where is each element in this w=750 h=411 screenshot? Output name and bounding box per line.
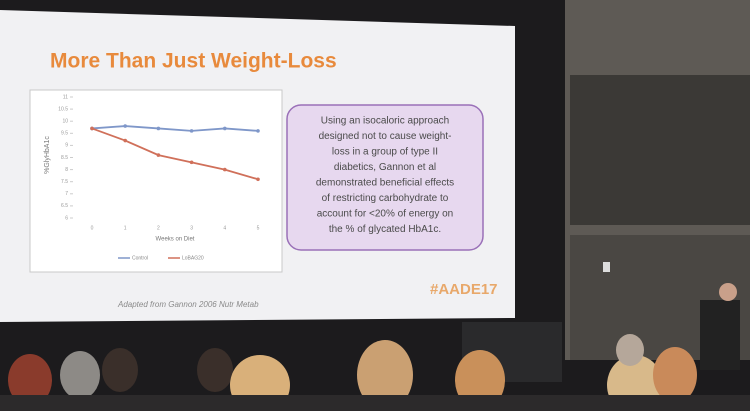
y-tick-label: 10.5 [58,106,68,112]
y-tick-label: 10 [62,119,68,125]
point [90,126,94,131]
text-box-content: Using an isocaloric approach designed not… [316,116,454,236]
x-tick-label: 2 [157,225,160,231]
chart: 6 6.5 7 7.5 8 8.5 9 9.5 10 10.5 11 0 1 2 3 4 5 %GlyHbA1c W… [44,94,260,261]
text-line: of restricting carbohydrate to [322,193,449,204]
y-axis-label: %GlyHbA1c [44,136,51,174]
text-box [286,104,484,251]
x-tick-label: 4 [223,225,226,231]
point [156,126,161,131]
point [156,153,161,157]
x-tick-label: 0 [91,225,94,231]
outlet [603,262,610,272]
text-line: diabetics, Gannon et al [334,162,436,173]
point [189,129,194,133]
text-line: demonstrated beneficial effects [316,178,454,189]
hashtag: #AADE17 [430,281,498,298]
speaker-head [719,283,737,301]
y-tick-label: 11 [63,94,68,100]
speaker [700,300,740,370]
point [189,160,194,165]
y-tick-label: 6 [65,215,68,221]
point [256,177,260,182]
text-line: loss in a group of type II [332,147,438,158]
point [123,124,127,128]
audience [0,334,750,411]
series-line [91,125,259,132]
y-tick-label: 9 [65,143,68,149]
text-line: account for <20% of energy on [317,209,453,220]
x-tick-label: 5 [257,225,260,231]
legend-label: LoBAG20 [182,255,204,261]
text-line: Using an isocaloric approach [321,116,449,127]
y-tick-label: 6.5 [61,203,68,209]
y-tick-label: 8 [65,167,68,173]
x-tick-label: 1 [124,225,127,231]
text-line: the % of glycated HbA1c. [329,224,441,235]
y-tick-label: 7 [65,191,68,197]
x-axis-label: Weeks on Diet [156,237,195,243]
wall-panel [570,75,750,225]
x-tick-label: 3 [190,225,193,231]
chart-frame [29,89,283,273]
source: Adapted from Gannon 2006 Nutr Metab [117,300,259,309]
slide-title: More Than Just Weight-Loss [50,50,337,73]
y-tick-label: 7.5 [61,179,68,185]
series-line [91,127,259,181]
point [223,126,227,131]
point [123,138,127,143]
point [256,129,260,133]
legend-label: Control [132,255,148,261]
y-tick-label: 9.5 [61,131,68,137]
point [223,167,227,172]
text-line: designed not to cause weight- [319,131,452,142]
y-tick-label: 8.5 [61,155,68,161]
